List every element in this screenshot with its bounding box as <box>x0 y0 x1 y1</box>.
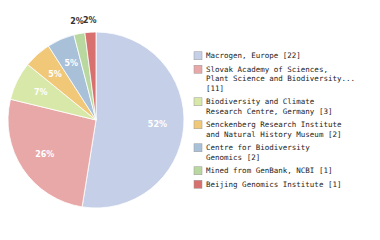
legend-label-line: and Natural History Museum [2] <box>206 130 341 139</box>
legend-swatch <box>194 180 202 188</box>
data-label: 2% <box>70 17 84 26</box>
data-label: 2% <box>83 16 97 25</box>
legend-label-line: Mined from GenBank, NCBI [1] <box>206 166 332 175</box>
legend-label: Centre for BiodiversityGenomics [2] <box>206 143 310 162</box>
legend-item: Biodiversity and ClimateResearch Centre,… <box>194 97 332 116</box>
legend-item: Centre for BiodiversityGenomics [2] <box>194 143 310 162</box>
legend: Macrogen, Europe [22] Slovak Academy of S… <box>194 51 355 189</box>
data-label: 5% <box>48 70 62 79</box>
legend-label-line: Research Centre, Germany [3] <box>206 107 332 116</box>
legend-swatch <box>194 98 202 106</box>
legend-label-line: Senckenberg Research Institute <box>206 120 342 129</box>
legend-item: Macrogen, Europe [22] <box>194 51 301 60</box>
legend-label-line: Macrogen, Europe [22] <box>206 51 301 60</box>
legend-item: Slovak Academy of Sciences,Plant Science… <box>194 65 355 93</box>
data-labels: 52%26%7%5%5%2%2% <box>34 16 167 159</box>
legend-label: Mined from GenBank, NCBI [1] <box>206 166 332 175</box>
legend-label: Senckenberg Research Instituteand Natura… <box>206 120 342 139</box>
legend-swatch <box>194 144 202 152</box>
pie-slice <box>82 32 184 208</box>
legend-swatch <box>194 121 202 129</box>
legend-swatch <box>194 167 202 175</box>
data-label: 26% <box>35 150 54 159</box>
legend-label: Slovak Academy of Sciences,Plant Science… <box>206 65 355 93</box>
legend-label-line: Plant Science and Biodiversity... <box>206 74 355 83</box>
legend-label: Macrogen, Europe [22] <box>206 51 301 60</box>
data-label: 7% <box>34 88 48 97</box>
legend-label-line: Centre for Biodiversity <box>206 143 310 152</box>
legend-label-line: Biodiversity and Climate <box>206 97 315 106</box>
legend-label-line: Slovak Academy of Sciences, <box>206 65 328 74</box>
data-label: 52% <box>148 120 167 129</box>
pie-slice <box>74 33 96 120</box>
legend-swatch <box>194 65 202 73</box>
pie-slice <box>85 32 96 120</box>
chart: 52%26%7%5%5%2%2%Macrogen, Europe [22]Slo… <box>0 0 380 240</box>
data-label: 5% <box>65 59 79 68</box>
legend-item: Senckenberg Research Instituteand Natura… <box>194 120 342 139</box>
legend-swatch <box>194 52 202 60</box>
legend-item: Beijing Genomics Institute [1] <box>194 180 341 189</box>
legend-label-line: [11] <box>206 84 224 93</box>
pie <box>8 32 184 208</box>
legend-label-line: Beijing Genomics Institute [1] <box>206 180 341 189</box>
legend-label: Beijing Genomics Institute [1] <box>206 180 341 189</box>
legend-label-line: Genomics [2] <box>206 153 260 162</box>
legend-label: Biodiversity and ClimateResearch Centre,… <box>206 97 332 116</box>
legend-item: Mined from GenBank, NCBI [1] <box>194 166 332 175</box>
